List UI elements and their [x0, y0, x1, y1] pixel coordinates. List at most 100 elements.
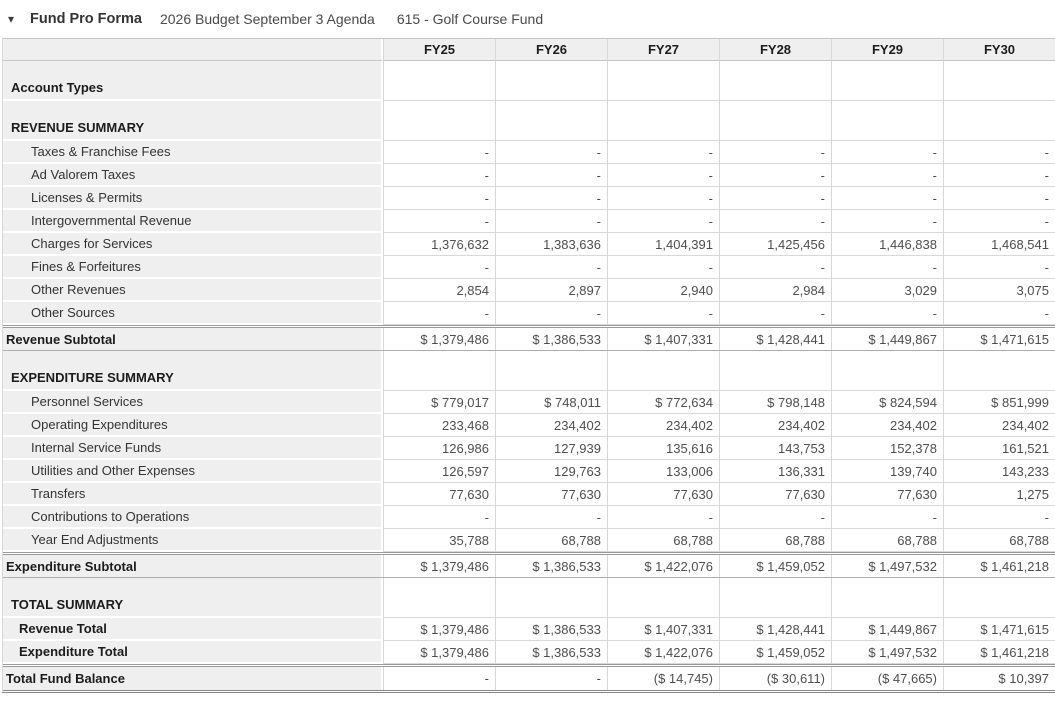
row-value-fy26: - [495, 667, 607, 690]
row-value-fy27: 2,940 [607, 279, 719, 302]
row-value-fy25: - [383, 256, 495, 279]
collapse-caret-icon[interactable]: ▾ [8, 12, 15, 26]
table-row: Operating Expenditures 233,468 234,402 2… [3, 414, 1055, 437]
row-value-fy28: 77,630 [719, 483, 831, 506]
column-header-fy28: FY28 [719, 39, 831, 61]
row-value-fy29 [831, 101, 943, 141]
row-value-fy27: 133,006 [607, 460, 719, 483]
row-value-fy27: $ 1,422,076 [607, 641, 719, 664]
row-value-fy28: - [719, 141, 831, 164]
row-value-fy30: 161,521 [943, 437, 1055, 460]
row-label: Intergovernmental Revenue [3, 210, 383, 233]
row-label: Utilities and Other Expenses [3, 460, 383, 483]
row-value-fy26: - [495, 141, 607, 164]
report-title: Fund Pro Forma [30, 11, 142, 27]
row-label: Internal Service Funds [3, 437, 383, 460]
row-label: Other Sources [3, 302, 383, 325]
row-value-fy28: 143,753 [719, 437, 831, 460]
row-value-fy29: - [831, 256, 943, 279]
table-row: Other Sources - - - - - - [3, 302, 1055, 325]
table-row: Taxes & Franchise Fees - - - - - - [3, 141, 1055, 164]
row-value-fy26: 234,402 [495, 414, 607, 437]
column-header-fy30: FY30 [943, 39, 1055, 61]
row-value-fy30: 68,788 [943, 529, 1055, 552]
table-row: Other Revenues 2,854 2,897 2,940 2,984 3… [3, 279, 1055, 302]
table-row: Revenue Total $ 1,379,486 $ 1,386,533 $ … [3, 618, 1055, 641]
row-value-fy30: $ 1,461,218 [943, 641, 1055, 664]
row-value-fy25: 126,986 [383, 437, 495, 460]
row-value-fy29: $ 1,497,532 [831, 555, 943, 577]
row-value-fy30 [943, 61, 1055, 101]
row-value-fy28: 136,331 [719, 460, 831, 483]
row-value-fy26 [495, 101, 607, 141]
table-row: Internal Service Funds 126,986 127,939 1… [3, 437, 1055, 460]
row-value-fy27: - [607, 256, 719, 279]
table-row: Contributions to Operations - - - - - - [3, 506, 1055, 529]
row-value-fy25: 35,788 [383, 529, 495, 552]
header-empty-cell [3, 39, 383, 61]
row-value-fy30: - [943, 141, 1055, 164]
row-value-fy25 [383, 101, 495, 141]
row-value-fy25: - [383, 667, 495, 690]
column-header-fy25: FY25 [383, 39, 495, 61]
row-label: Other Revenues [3, 279, 383, 302]
row-value-fy30: - [943, 187, 1055, 210]
row-value-fy28: - [719, 256, 831, 279]
row-value-fy26 [495, 61, 607, 101]
row-value-fy25: $ 1,379,486 [383, 618, 495, 641]
row-value-fy27: - [607, 302, 719, 325]
row-value-fy30: 1,275 [943, 483, 1055, 506]
row-value-fy27: 68,788 [607, 529, 719, 552]
row-value-fy28: $ 798,148 [719, 391, 831, 414]
row-value-fy29: $ 1,449,867 [831, 328, 943, 350]
row-value-fy30: - [943, 506, 1055, 529]
row-value-fy29: - [831, 210, 943, 233]
row-value-fy27: $ 1,422,076 [607, 555, 719, 577]
row-value-fy29 [831, 61, 943, 101]
row-label: REVENUE SUMMARY [3, 101, 383, 141]
row-value-fy26: $ 1,386,533 [495, 328, 607, 350]
row-value-fy30: $ 10,397 [943, 667, 1055, 690]
column-header-fy29: FY29 [831, 39, 943, 61]
row-value-fy28: $ 1,428,441 [719, 618, 831, 641]
row-value-fy26: $ 1,386,533 [495, 641, 607, 664]
table-row: REVENUE SUMMARY [3, 101, 1055, 141]
table-row: TOTAL SUMMARY [3, 578, 1055, 618]
row-value-fy27: - [607, 164, 719, 187]
row-value-fy28: - [719, 187, 831, 210]
row-label: Expenditure Total [3, 641, 383, 664]
row-value-fy26: - [495, 210, 607, 233]
row-value-fy25 [383, 351, 495, 391]
row-value-fy27: $ 1,407,331 [607, 618, 719, 641]
row-value-fy30: $ 1,461,218 [943, 555, 1055, 577]
row-value-fy30: 234,402 [943, 414, 1055, 437]
row-value-fy26: - [495, 506, 607, 529]
table-row: Fines & Forfeitures - - - - - - [3, 256, 1055, 279]
table-row: Ad Valorem Taxes - - - - - - [3, 164, 1055, 187]
row-label: Total Fund Balance [3, 667, 383, 690]
row-value-fy30 [943, 351, 1055, 391]
row-value-fy29: - [831, 187, 943, 210]
row-value-fy26: $ 1,386,533 [495, 618, 607, 641]
row-value-fy28: 1,425,456 [719, 233, 831, 256]
row-label: Ad Valorem Taxes [3, 164, 383, 187]
row-value-fy29: ($ 47,665) [831, 667, 943, 690]
row-value-fy29: 77,630 [831, 483, 943, 506]
row-value-fy27 [607, 101, 719, 141]
row-value-fy29: 68,788 [831, 529, 943, 552]
table-row: Revenue Subtotal $ 1,379,486 $ 1,386,533… [3, 325, 1055, 351]
row-value-fy26: 129,763 [495, 460, 607, 483]
row-value-fy30: $ 851,999 [943, 391, 1055, 414]
row-value-fy29: - [831, 164, 943, 187]
row-value-fy27: 1,404,391 [607, 233, 719, 256]
row-value-fy28: ($ 30,611) [719, 667, 831, 690]
row-value-fy29 [831, 578, 943, 618]
table-row: Charges for Services 1,376,632 1,383,636… [3, 233, 1055, 256]
row-value-fy28: 2,984 [719, 279, 831, 302]
row-value-fy25: $ 779,017 [383, 391, 495, 414]
row-value-fy28: 68,788 [719, 529, 831, 552]
row-value-fy30: - [943, 164, 1055, 187]
table-row: Expenditure Subtotal $ 1,379,486 $ 1,386… [3, 552, 1055, 578]
table-row: Intergovernmental Revenue - - - - - - [3, 210, 1055, 233]
row-label: Taxes & Franchise Fees [3, 141, 383, 164]
